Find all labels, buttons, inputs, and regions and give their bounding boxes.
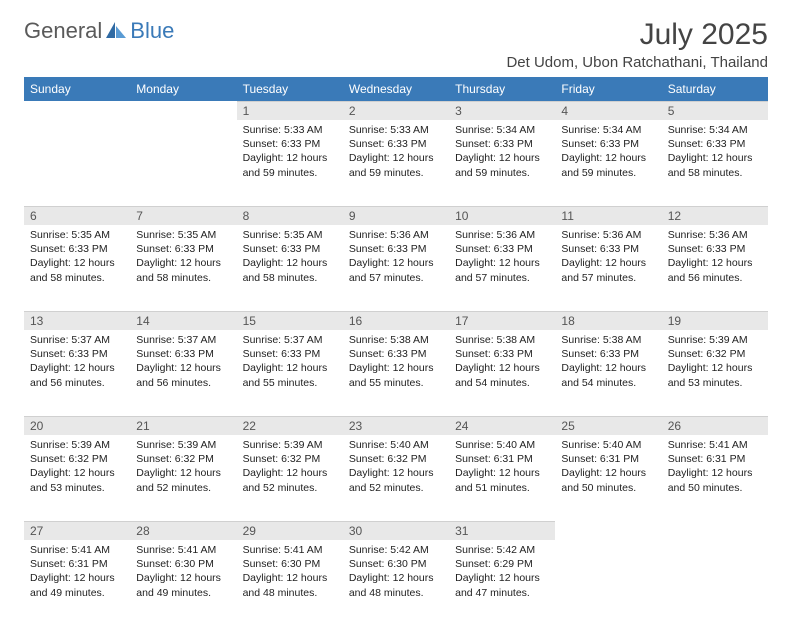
day-content: Sunrise: 5:40 AMSunset: 6:31 PMDaylight:…	[555, 435, 661, 501]
day-header: Sunday	[24, 77, 130, 101]
day-number: 16	[343, 311, 449, 330]
brand-part1: General	[24, 18, 102, 44]
day-number: 12	[662, 206, 768, 225]
day-content: Sunrise: 5:36 AMSunset: 6:33 PMDaylight:…	[555, 225, 661, 291]
day-number: 3	[449, 101, 555, 120]
day-content: Sunrise: 5:39 AMSunset: 6:32 PMDaylight:…	[662, 330, 768, 396]
day-content: Sunrise: 5:41 AMSunset: 6:31 PMDaylight:…	[662, 435, 768, 501]
day-content: Sunrise: 5:40 AMSunset: 6:31 PMDaylight:…	[449, 435, 555, 501]
day-number: 1	[237, 101, 343, 120]
month-title: July 2025	[506, 18, 768, 52]
day-content: Sunrise: 5:37 AMSunset: 6:33 PMDaylight:…	[130, 330, 236, 396]
day-content: Sunrise: 5:39 AMSunset: 6:32 PMDaylight:…	[24, 435, 130, 501]
title-block: July 2025 Det Udom, Ubon Ratchathani, Th…	[506, 18, 768, 71]
day-content: Sunrise: 5:34 AMSunset: 6:33 PMDaylight:…	[555, 120, 661, 186]
page-header: General Blue July 2025 Det Udom, Ubon Ra…	[24, 18, 768, 71]
brand-logo: General Blue	[24, 18, 174, 44]
day-content: Sunrise: 5:33 AMSunset: 6:33 PMDaylight:…	[343, 120, 449, 186]
day-header: Thursday	[449, 77, 555, 101]
day-content: Sunrise: 5:37 AMSunset: 6:33 PMDaylight:…	[24, 330, 130, 396]
day-number: 21	[130, 416, 236, 435]
day-number: 11	[555, 206, 661, 225]
day-number: 9	[343, 206, 449, 225]
day-number: 31	[449, 521, 555, 540]
day-number: 27	[24, 521, 130, 540]
day-content: Sunrise: 5:38 AMSunset: 6:33 PMDaylight:…	[449, 330, 555, 396]
day-content: Sunrise: 5:34 AMSunset: 6:33 PMDaylight:…	[662, 120, 768, 186]
day-content: Sunrise: 5:38 AMSunset: 6:33 PMDaylight:…	[555, 330, 661, 396]
day-header: Monday	[130, 77, 236, 101]
day-content: Sunrise: 5:41 AMSunset: 6:30 PMDaylight:…	[237, 540, 343, 606]
day-number: 26	[662, 416, 768, 435]
day-content: Sunrise: 5:39 AMSunset: 6:32 PMDaylight:…	[237, 435, 343, 501]
day-content: Sunrise: 5:35 AMSunset: 6:33 PMDaylight:…	[237, 225, 343, 291]
day-number: 25	[555, 416, 661, 435]
day-number: 30	[343, 521, 449, 540]
day-number: 15	[237, 311, 343, 330]
day-content: Sunrise: 5:34 AMSunset: 6:33 PMDaylight:…	[449, 120, 555, 186]
day-number: 7	[130, 206, 236, 225]
day-number: 23	[343, 416, 449, 435]
day-header: Saturday	[662, 77, 768, 101]
day-number: 8	[237, 206, 343, 225]
day-header: Friday	[555, 77, 661, 101]
day-number: 5	[662, 101, 768, 120]
day-content: Sunrise: 5:35 AMSunset: 6:33 PMDaylight:…	[24, 225, 130, 291]
day-content: Sunrise: 5:36 AMSunset: 6:33 PMDaylight:…	[449, 225, 555, 291]
day-number: 13	[24, 311, 130, 330]
brand-sail-icon	[106, 18, 126, 44]
day-content: Sunrise: 5:38 AMSunset: 6:33 PMDaylight:…	[343, 330, 449, 396]
brand-part2: Blue	[130, 18, 174, 44]
day-number: 17	[449, 311, 555, 330]
day-number: 29	[237, 521, 343, 540]
day-number: 14	[130, 311, 236, 330]
day-header: Wednesday	[343, 77, 449, 101]
day-number: 28	[130, 521, 236, 540]
day-number: 2	[343, 101, 449, 120]
day-content: Sunrise: 5:41 AMSunset: 6:30 PMDaylight:…	[130, 540, 236, 606]
day-content: Sunrise: 5:37 AMSunset: 6:33 PMDaylight:…	[237, 330, 343, 396]
day-number: 20	[24, 416, 130, 435]
day-content: Sunrise: 5:42 AMSunset: 6:29 PMDaylight:…	[449, 540, 555, 606]
day-content: Sunrise: 5:39 AMSunset: 6:32 PMDaylight:…	[130, 435, 236, 501]
calendar-table: SundayMondayTuesdayWednesdayThursdayFrid…	[24, 77, 768, 626]
day-number: 6	[24, 206, 130, 225]
day-number: 4	[555, 101, 661, 120]
day-content: Sunrise: 5:33 AMSunset: 6:33 PMDaylight:…	[237, 120, 343, 186]
day-content: Sunrise: 5:36 AMSunset: 6:33 PMDaylight:…	[662, 225, 768, 291]
day-header: Tuesday	[237, 77, 343, 101]
location-label: Det Udom, Ubon Ratchathani, Thailand	[506, 54, 768, 71]
day-number: 18	[555, 311, 661, 330]
day-content: Sunrise: 5:42 AMSunset: 6:30 PMDaylight:…	[343, 540, 449, 606]
day-content: Sunrise: 5:36 AMSunset: 6:33 PMDaylight:…	[343, 225, 449, 291]
day-content: Sunrise: 5:41 AMSunset: 6:31 PMDaylight:…	[24, 540, 130, 606]
day-number: 19	[662, 311, 768, 330]
day-number: 24	[449, 416, 555, 435]
day-header-row: SundayMondayTuesdayWednesdayThursdayFrid…	[24, 77, 768, 101]
day-number: 22	[237, 416, 343, 435]
day-content: Sunrise: 5:35 AMSunset: 6:33 PMDaylight:…	[130, 225, 236, 291]
day-number: 10	[449, 206, 555, 225]
day-content: Sunrise: 5:40 AMSunset: 6:32 PMDaylight:…	[343, 435, 449, 501]
